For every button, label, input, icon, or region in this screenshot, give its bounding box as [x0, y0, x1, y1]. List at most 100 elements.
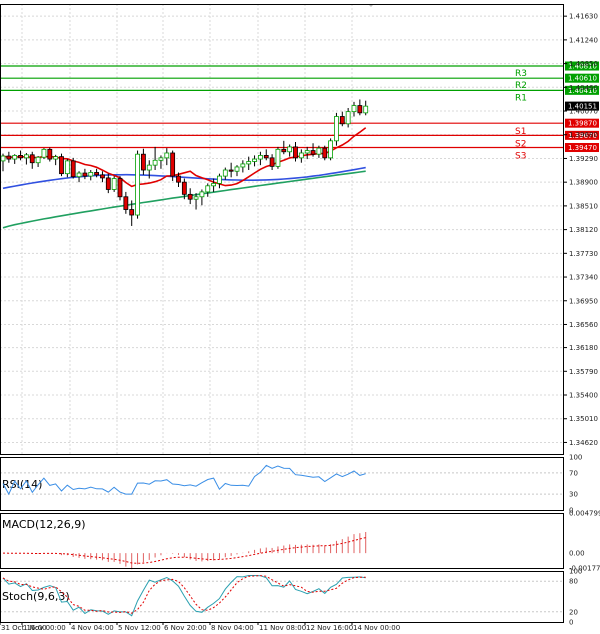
price-tick-label: 1.36180	[569, 344, 598, 352]
candle-body	[152, 159, 158, 166]
macd-label: MACD(12,26,9)	[2, 518, 86, 531]
candle-body	[12, 155, 18, 160]
candle-body	[129, 209, 135, 216]
level-badge-text-r3: 1.40810	[568, 63, 597, 71]
price-tick-label: 1.38120	[569, 226, 598, 234]
candle-body	[357, 105, 363, 114]
candle-body	[146, 164, 152, 171]
candle-body	[41, 148, 47, 158]
rsi-panel: RSI(14) 100 70 30 0	[0, 454, 582, 515]
price-tick-label: 1.36950	[569, 297, 598, 305]
macd-frame	[0, 513, 564, 569]
candle-body	[59, 156, 64, 175]
price-panel: R3 R2 R1 S1 S2 S3 1.40810 1.40610 1.40410 1.3987…	[0, 4, 599, 454]
candle-body	[82, 172, 88, 177]
pivot-level-labels: R3 R2 R1 S1 S2 S3	[515, 69, 527, 161]
time-tick-label: 12 Nov 16:00	[306, 624, 353, 632]
candle-body	[316, 147, 322, 155]
candle-body	[181, 181, 187, 195]
level-badge-s1	[565, 118, 599, 128]
candle-body	[123, 196, 129, 210]
macd-panel: MACD(12,26,9) 0.004799 0.00 -0.001778	[2, 510, 600, 573]
macd-signal-line	[2, 537, 366, 564]
stoch-tick-label: 80	[569, 578, 578, 586]
candle-body	[6, 155, 12, 160]
price-tick-label: 1.40850	[569, 60, 598, 68]
stoch-frame	[0, 571, 564, 623]
level-badge-text-s1: 1.39870	[568, 120, 597, 128]
candle-body	[176, 175, 181, 183]
price-tick-label: 1.37730	[569, 250, 598, 258]
level-badge-s2	[565, 130, 599, 140]
candle-body	[23, 154, 29, 159]
price-axis: 1.41630 1.41240 1.40850 1.40460 1.40070 1.396…	[564, 13, 598, 447]
price-tick-label: 1.38900	[569, 179, 598, 187]
candle-body	[339, 116, 345, 125]
candle-body	[257, 155, 263, 160]
candle-body	[328, 140, 334, 159]
candle-body	[345, 111, 351, 125]
candle-body	[76, 172, 82, 178]
price-grid	[0, 4, 564, 454]
macd-tick-label: -0.001778	[569, 565, 600, 573]
last-price-badge	[565, 101, 599, 111]
level-badge-r2	[565, 73, 599, 83]
level-label-r1: R1	[515, 93, 527, 103]
price-tick-label: 1.40070	[569, 108, 598, 116]
time-tick-label: 11 Nov 08:00	[259, 624, 306, 632]
candle-body	[29, 154, 35, 164]
candle-body	[158, 157, 164, 161]
rsi-tick-label: 30	[569, 491, 578, 499]
candle-body	[351, 105, 357, 113]
rsi-tick-label: 70	[569, 469, 578, 477]
candle-body	[252, 158, 257, 162]
candle-body	[47, 148, 53, 160]
macd-tick-label: 0.004799	[569, 510, 600, 518]
stoch-tick-label: 100	[569, 568, 582, 576]
time-tick-label: 6 Nov 20:00	[164, 624, 207, 632]
candle-body	[88, 172, 94, 177]
candle-body	[135, 153, 140, 216]
candle-body	[363, 105, 369, 114]
candle-body	[334, 116, 339, 142]
time-tick-label: 14 Nov 00:00	[353, 624, 400, 632]
stoch-panel: Stoch(9,6,3) 100 80 20 0	[0, 568, 582, 627]
time-tick-label: 5 Nov 12:00	[118, 624, 161, 632]
price-tick-label: 1.38510	[569, 202, 598, 210]
level-badge-r3	[565, 61, 599, 71]
price-tick-label: 1.37340	[569, 274, 598, 282]
stoch-tick-label: 20	[569, 608, 578, 616]
candle-body	[35, 156, 41, 164]
candle-body	[304, 150, 310, 154]
price-tick-label: 1.34620	[569, 439, 598, 447]
price-tick-label: 1.40460	[569, 84, 598, 92]
candle-body	[70, 160, 76, 178]
candle-body	[263, 155, 269, 159]
level-label-s2: S2	[515, 139, 526, 149]
price-tick-label: 1.35790	[569, 368, 598, 376]
price-tick-label: 1.35010	[569, 415, 598, 423]
price-tick-label: 1.35400	[569, 392, 598, 400]
candle-body	[322, 147, 328, 159]
candlesticks	[0, 99, 369, 226]
rsi-tick-label: 0	[569, 507, 573, 515]
level-label-s1: S1	[515, 127, 526, 137]
level-badge-r1	[565, 85, 599, 95]
price-tick-label: 1.39290	[569, 155, 598, 163]
level-badge-s3	[565, 143, 599, 153]
level-badge-text-s3: 1.39470	[568, 144, 597, 152]
stoch-tick-label: 0	[569, 619, 573, 627]
candle-body	[140, 153, 146, 171]
level-label-s3: S3	[515, 152, 526, 162]
candle-body	[269, 157, 275, 167]
candle-body	[310, 150, 316, 155]
stoch-label: Stoch(9,6,3)	[2, 590, 70, 603]
candle-body	[293, 146, 298, 159]
price-frame	[0, 4, 564, 455]
ma-blue-line	[2, 166, 366, 190]
time-axis: 31 Oct 16:001 Nov 00:00 4 Nov 04:00 5 Nov …	[0, 622, 400, 632]
level-label-r3: R3	[515, 69, 527, 79]
time-tick-label: 31 Oct 16:00	[1, 624, 47, 632]
candle-body	[164, 152, 170, 159]
